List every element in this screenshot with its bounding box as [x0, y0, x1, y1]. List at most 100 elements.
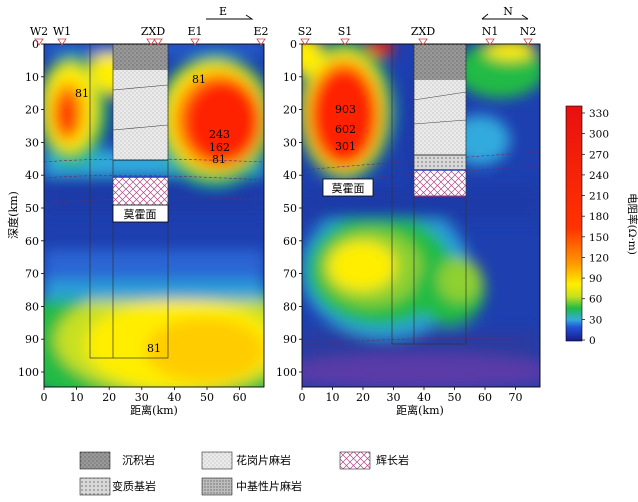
- left-x-axis-label: 距离(km): [130, 403, 178, 417]
- x-tick-label: 0: [41, 391, 48, 404]
- legend-label: 沉积岩: [122, 453, 155, 467]
- left-value-label: 81: [192, 73, 206, 86]
- x-tick-label: 50: [200, 391, 214, 404]
- legend: 沉积岩 花岗片麻岩 辉长岩 变质基岩 中基性片麻岩: [79, 451, 409, 496]
- right-value-label: 903: [335, 103, 356, 116]
- station-label: E1: [187, 25, 202, 38]
- colorbar-tick-label: 150: [589, 232, 609, 244]
- colorbar-tick-label: 120: [589, 252, 609, 264]
- station-label: ZXD: [141, 25, 165, 38]
- legend-swatch-sedimentary: [79, 451, 111, 470]
- right-plot-frame: [301, 43, 541, 388]
- x-tick-label: 30: [135, 391, 149, 404]
- right-x-axis: 0 10 20 30 40 50 60 70: [299, 387, 523, 404]
- station-marker-icon: [300, 38, 533, 46]
- left-direction-arrow: E: [206, 5, 254, 20]
- left-x-axis: 0 10 20 30 40 50 60: [41, 387, 247, 404]
- legend-label: 辉长岩: [376, 453, 409, 467]
- y-tick-label: 40: [283, 169, 297, 182]
- legend-swatch-metamorphic: [79, 477, 111, 496]
- right-x-axis-label: 距离(km): [396, 403, 444, 417]
- legend-swatch-gabbro: [339, 451, 371, 470]
- colorbar-tick-label: 270: [589, 149, 609, 161]
- y-tick-label: 0: [32, 38, 39, 51]
- right-resistivity-map: [302, 44, 540, 387]
- colorbar-tick-label: 60: [589, 294, 602, 306]
- left-y-axis-label: 深度(km): [6, 191, 20, 239]
- y-tick-label: 80: [25, 300, 39, 313]
- y-tick-label: 100: [276, 366, 297, 379]
- y-tick-label: 50: [283, 202, 297, 215]
- station-label: S2: [298, 25, 313, 38]
- gabbro-layer: [113, 177, 168, 205]
- colorbar-tick-label: 300: [589, 129, 609, 141]
- right-profile: 莫霍面 903 602 301 0 10 20 30 40 50 60 70 80 90 100 0…: [276, 5, 541, 417]
- x-tick-label: 10: [70, 391, 84, 404]
- left-value-label: 81: [212, 153, 226, 166]
- colorbar-tick-label: 90: [589, 273, 602, 285]
- y-tick-label: 20: [283, 104, 297, 117]
- colorbar-tick-label: 240: [589, 170, 609, 182]
- left-moho-label: 莫霍面: [124, 208, 157, 221]
- left-plot-frame: [43, 43, 265, 388]
- left-resistivity-map: [44, 44, 264, 387]
- right-moho-label-box: [322, 178, 374, 197]
- station-label: W2: [30, 25, 48, 38]
- y-tick-label: 10: [25, 71, 39, 84]
- left-moho-label-box: [112, 204, 169, 223]
- x-tick-label: 0: [299, 391, 306, 404]
- station-label: E2: [253, 25, 268, 38]
- legend-swatch-intermediate-gneiss: [201, 477, 233, 496]
- legend-label: 花岗片麻岩: [236, 453, 291, 467]
- colorbar-tick-label: 210: [589, 191, 609, 203]
- sedimentary-layer: [414, 44, 466, 80]
- station-label: N2: [520, 25, 537, 38]
- x-tick-label: 10: [326, 391, 340, 404]
- y-tick-label: 0: [290, 38, 297, 51]
- left-y-axis: 0 10 20 30 40 50 60 70 80 90 100: [18, 38, 44, 379]
- station-label: W1: [53, 25, 71, 38]
- y-tick-label: 30: [25, 136, 39, 149]
- metamorphic-basement-layer: [414, 155, 466, 170]
- colorbar-title: 电阻率(Ω·m): [626, 193, 638, 255]
- sedimentary-layer: [113, 44, 168, 70]
- x-tick-label: 60: [233, 391, 247, 404]
- station-label: N1: [482, 25, 499, 38]
- x-tick-label: 30: [387, 391, 401, 404]
- colorbar-gradient: [565, 105, 583, 342]
- x-tick-label: 20: [356, 391, 370, 404]
- y-tick-label: 90: [283, 333, 297, 346]
- legend-label: 变质基岩: [112, 479, 156, 493]
- right-value-label: 602: [335, 123, 356, 136]
- right-direction-arrow: N: [481, 5, 529, 20]
- right-y-axis: 0 10 20 30 40 50 60 70 80 90 100: [276, 38, 302, 379]
- y-tick-label: 10: [283, 71, 297, 84]
- gabbro-layer: [414, 170, 466, 196]
- right-stations: S2 S1 ZXD N1 N2: [298, 25, 537, 46]
- right-value-label: 301: [335, 140, 356, 153]
- y-tick-label: 70: [25, 268, 39, 281]
- left-profile: 莫霍面 81 81 243 162 81 81 0 10 20 30 40 50 60 70 8…: [6, 5, 269, 417]
- left-geologic-column: [89, 43, 169, 359]
- x-tick-label: 70: [509, 391, 523, 404]
- station-label: S1: [338, 25, 353, 38]
- right-moho-label: 莫霍面: [332, 182, 365, 195]
- right-geologic-column: [391, 43, 467, 345]
- y-tick-label: 70: [283, 268, 297, 281]
- granite-gneiss-layer: [414, 80, 466, 155]
- x-tick-label: 40: [417, 391, 431, 404]
- station-marker-icon: [34, 38, 266, 46]
- station-label: ZXD: [411, 25, 435, 38]
- colorbar-tick-label: 30: [589, 314, 602, 326]
- y-tick-label: 80: [283, 300, 297, 313]
- colorbar-tick-label: 330: [589, 108, 609, 120]
- left-value-label: 81: [75, 87, 89, 100]
- colorbar-tick-label: 180: [589, 211, 609, 223]
- y-tick-label: 50: [25, 202, 39, 215]
- direction-label: E: [219, 5, 227, 18]
- x-tick-label: 60: [478, 391, 492, 404]
- legend-label: 中基性片麻岩: [236, 479, 302, 493]
